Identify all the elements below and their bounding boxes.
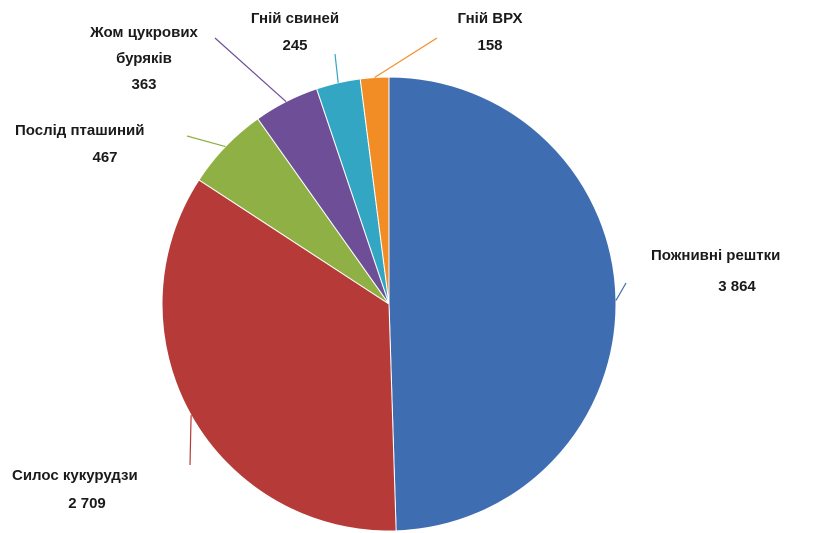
- label-value-hnii-vrkh: 158: [477, 37, 502, 54]
- label-value-sylos: 2 709: [68, 495, 106, 512]
- label-name-poslid: Послід пташиний: [15, 122, 144, 139]
- label-name-zhom-line2: буряків: [116, 50, 172, 67]
- pie-slices: [161, 76, 617, 532]
- label-name-zhom-line1: Жом цукрових: [89, 24, 198, 41]
- label-name-pozhnyvni: Пожнивні рештки: [651, 247, 780, 264]
- leader-line-hnii-svynei: [334, 53, 339, 83]
- label-name-hnii-vrkh: Гній ВРХ: [457, 10, 522, 27]
- label-name-hnii-svynei: Гній свиней: [251, 10, 339, 27]
- label-value-pozhnyvni: 3 864: [718, 278, 756, 295]
- leader-line-sylos: [189, 415, 192, 466]
- leader-line-pozhnyvni: [615, 282, 627, 301]
- pie-slice-sylos: [161, 179, 397, 532]
- label-name-sylos: Силос кукурудзи: [12, 467, 138, 484]
- label-value-poslid: 467: [92, 149, 117, 166]
- leader-lines: [186, 37, 627, 466]
- leader-line-poslid: [186, 135, 226, 148]
- pie-slice-pozhnyvni: [388, 76, 617, 532]
- label-value-hnii-svynei: 245: [282, 37, 307, 54]
- leader-line-hnii-vrkh: [374, 37, 438, 78]
- label-value-zhom: 363: [131, 76, 156, 93]
- leader-line-zhom: [214, 37, 287, 103]
